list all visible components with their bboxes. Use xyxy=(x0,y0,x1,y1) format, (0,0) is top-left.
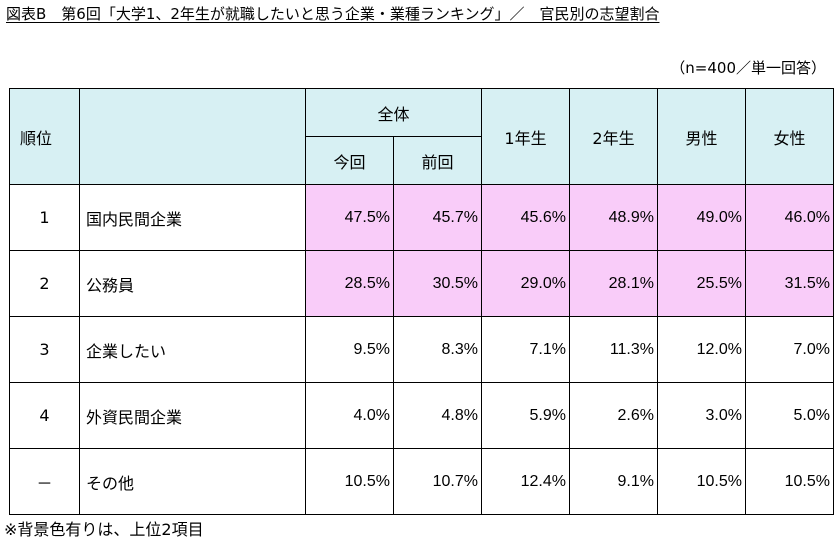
value-cell: 46.0% xyxy=(745,184,834,251)
category-cell: 公務員 xyxy=(79,250,306,317)
value-cell: 25.5% xyxy=(657,250,746,317)
value-cell: 28.5% xyxy=(305,250,394,317)
rank-cell: 1 xyxy=(9,184,80,251)
header-year2: 2年生 xyxy=(569,88,658,185)
value-cell: 7.1% xyxy=(481,316,570,383)
value-cell: 9.1% xyxy=(569,448,658,515)
value-cell: 47.5% xyxy=(305,184,394,251)
header-row-2: 今回 前回 xyxy=(10,136,834,185)
category-cell: 外資民間企業 xyxy=(79,382,306,449)
header-rank: 順位 xyxy=(9,88,80,185)
table-row: 4 外資民間企業 4.0% 4.8% 5.9% 2.6% 3.0% 5.0% xyxy=(9,382,834,449)
value-cell: 12.4% xyxy=(481,448,570,515)
header-female: 女性 xyxy=(745,88,834,185)
value-cell: 4.0% xyxy=(305,382,394,449)
header-male: 男性 xyxy=(657,88,746,185)
value-cell: 5.9% xyxy=(481,382,570,449)
chart-title: 図表B 第6回「大学1、2年生が就職したいと思う企業・業種ランキング」／ 官民別… xyxy=(6,5,660,23)
value-cell: 10.7% xyxy=(393,448,482,515)
header-overall: 全体 xyxy=(305,88,482,137)
footnote: ※背景色有りは、上位2項目 xyxy=(4,520,204,539)
value-cell: 28.1% xyxy=(569,250,658,317)
value-cell: 31.5% xyxy=(745,250,834,317)
header-blank xyxy=(79,88,306,185)
value-cell: 49.0% xyxy=(657,184,746,251)
table-row: 3 企業したい 9.5% 8.3% 7.1% 11.3% 12.0% 7.0% xyxy=(9,316,834,383)
value-cell: 45.7% xyxy=(393,184,482,251)
header-row-1: 順位 全体 1年生 2年生 男性 女性 xyxy=(9,88,834,185)
table-row: 2 公務員 28.5% 30.5% 29.0% 28.1% 25.5% 31.5… xyxy=(9,250,834,317)
preference-table: 順位 全体 1年生 2年生 男性 女性 今回 前回 1 国内民間企業 47.5%… xyxy=(9,88,834,515)
rank-cell: － xyxy=(9,448,80,515)
value-cell: 29.0% xyxy=(481,250,570,317)
value-cell: 7.0% xyxy=(745,316,834,383)
value-cell: 11.3% xyxy=(569,316,658,383)
rank-cell: 4 xyxy=(9,382,80,449)
category-cell: 企業したい xyxy=(79,316,306,383)
value-cell: 48.9% xyxy=(569,184,658,251)
value-cell: 8.3% xyxy=(393,316,482,383)
value-cell: 10.5% xyxy=(745,448,834,515)
table-row: 1 国内民間企業 47.5% 45.7% 45.6% 48.9% 49.0% 4… xyxy=(9,184,834,251)
value-cell: 10.5% xyxy=(305,448,394,515)
value-cell: 9.5% xyxy=(305,316,394,383)
value-cell: 3.0% xyxy=(657,382,746,449)
table-row: － その他 10.5% 10.7% 12.4% 9.1% 10.5% 10.5% xyxy=(9,448,834,515)
rank-cell: 3 xyxy=(9,316,80,383)
value-cell: 12.0% xyxy=(657,316,746,383)
value-cell: 5.0% xyxy=(745,382,834,449)
value-cell: 30.5% xyxy=(393,250,482,317)
value-cell: 4.8% xyxy=(393,382,482,449)
category-cell: その他 xyxy=(79,448,306,515)
value-cell: 2.6% xyxy=(569,382,658,449)
value-cell: 10.5% xyxy=(657,448,746,515)
sample-size-note: （n=400／単一回答） xyxy=(670,59,826,77)
header-previous: 前回 xyxy=(393,136,482,185)
rank-cell: 2 xyxy=(9,250,80,317)
value-cell: 45.6% xyxy=(481,184,570,251)
header-current: 今回 xyxy=(305,136,394,185)
category-cell: 国内民間企業 xyxy=(79,184,306,251)
header-year1: 1年生 xyxy=(481,88,570,185)
